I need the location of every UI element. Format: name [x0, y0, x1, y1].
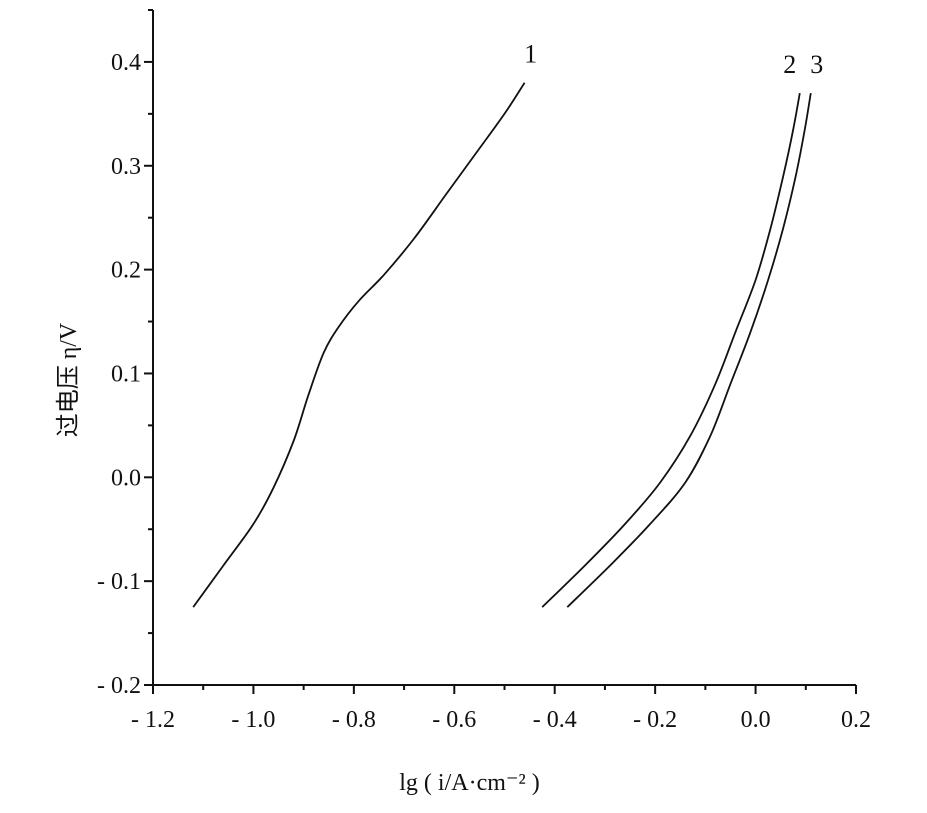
- curves: [192, 82, 812, 608]
- series-label-3: 3: [810, 50, 823, 79]
- x-tick-label: 0.2: [841, 707, 871, 733]
- y-tick-label: 0.0: [111, 465, 141, 491]
- y-tick-label: 0.1: [111, 361, 141, 387]
- x-tick-label: 0.0: [741, 707, 771, 733]
- x-tick-label: - 1.2: [131, 707, 175, 733]
- series-label-1: 1: [524, 40, 537, 69]
- y-tick-label: 0.2: [111, 258, 141, 284]
- x-tick-label: - 1.0: [231, 707, 275, 733]
- y-tick-label: 0.4: [111, 50, 141, 76]
- labels: - 1.2 - 1.0 - 0.8 - 0.6 - 0.4 - 0.2 0.0 0.2 - 0.…: [55, 40, 871, 796]
- series-line-3: [566, 92, 812, 608]
- x-tick-label: - 0.2: [633, 707, 677, 733]
- series-line-1: [192, 82, 526, 608]
- y-tick-label: 0.3: [111, 154, 141, 180]
- axes: [144, 9, 857, 694]
- series-line-2: [541, 92, 801, 608]
- series-label-2: 2: [783, 50, 796, 79]
- x-tick-label: - 0.6: [432, 707, 476, 733]
- y-axis-title: 过电压 η/V: [55, 322, 82, 437]
- y-tick-label: - 0.2: [97, 673, 141, 699]
- x-tick-label: - 0.4: [533, 707, 577, 733]
- x-axis-title: lg ( i/A·cm⁻² ): [399, 770, 540, 796]
- y-tick-label: - 0.1: [97, 569, 141, 595]
- x-tick-label: - 0.8: [332, 707, 376, 733]
